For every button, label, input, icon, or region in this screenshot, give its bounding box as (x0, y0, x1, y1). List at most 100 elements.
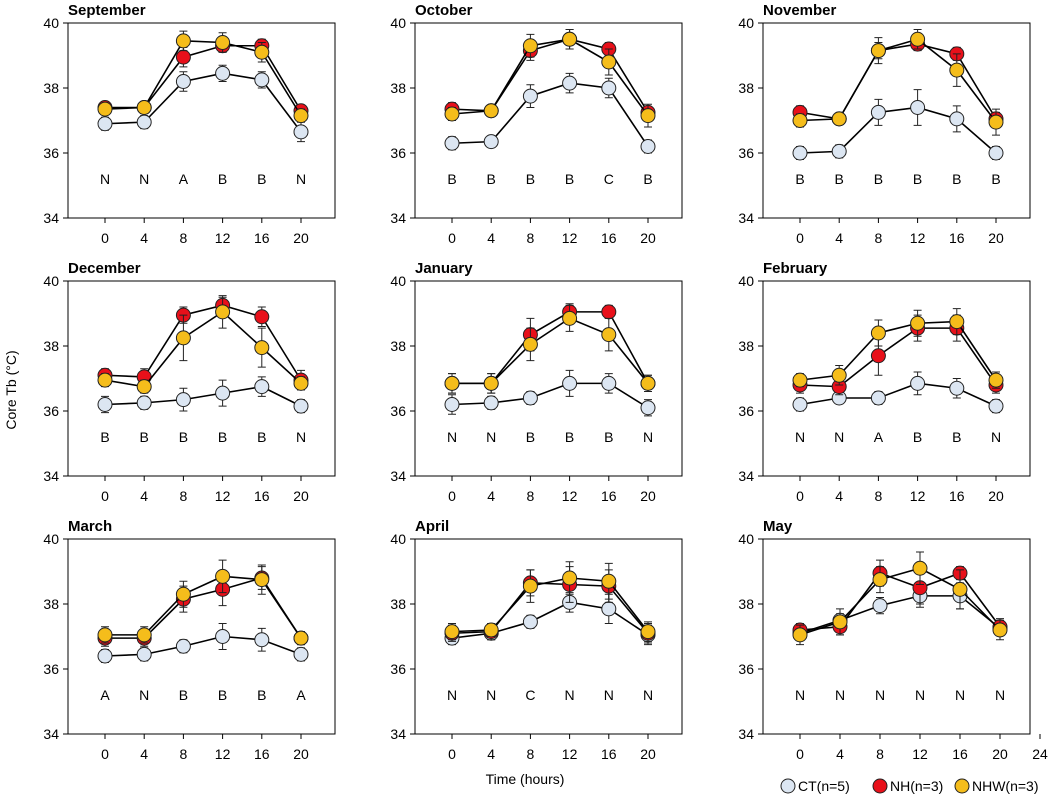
significance-letter: B (257, 687, 266, 703)
significance-letter: B (526, 429, 535, 445)
series-nhw (444, 304, 656, 394)
data-point (215, 65, 231, 81)
series-ct (444, 72, 656, 154)
significance-letter: N (795, 429, 805, 445)
significance-letter: B (179, 429, 188, 445)
x-tick-label: 8 (527, 746, 535, 762)
x-tick-label: 20 (992, 746, 1008, 762)
series-nhw (444, 29, 656, 128)
x-tick-label: 8 (527, 230, 535, 246)
data-point (872, 572, 888, 588)
x-tick-label: 12 (910, 488, 926, 504)
data-point (910, 31, 926, 47)
data-point (175, 392, 191, 408)
data-point (601, 375, 617, 391)
data-point (988, 398, 1004, 414)
significance-letter: B (218, 171, 227, 187)
significance-letter: B (913, 429, 922, 445)
data-point (215, 35, 231, 50)
data-point (792, 627, 808, 643)
significance-letter: B (218, 429, 227, 445)
x-tick-label: 12 (562, 230, 578, 246)
significance-letter: N (875, 687, 885, 703)
y-tick-label: 38 (43, 80, 59, 96)
significance-letter: B (140, 429, 149, 445)
significance-letter: B (487, 171, 496, 187)
data-point (254, 309, 270, 325)
significance-letter: B (257, 429, 266, 445)
data-point (640, 375, 656, 391)
data-point (293, 646, 309, 662)
data-point (97, 101, 113, 117)
plot-frame (762, 22, 1031, 219)
y-tick-label: 40 (390, 15, 406, 31)
series-ct (792, 582, 1008, 641)
y-tick-label: 38 (738, 596, 754, 612)
x-tick-label: 8 (527, 488, 535, 504)
data-point (293, 124, 309, 140)
data-point (175, 74, 191, 89)
legend-marker-ct (780, 778, 796, 794)
data-point (97, 372, 113, 388)
significance-letter: N (139, 171, 149, 187)
data-point (444, 397, 460, 412)
x-tick-label: 12 (912, 746, 928, 762)
series-line (104, 72, 302, 133)
data-point (215, 568, 231, 584)
panel-title: February (763, 260, 828, 277)
data-point (522, 336, 538, 352)
y-tick-label: 38 (738, 80, 754, 96)
data-point (97, 116, 113, 132)
x-tick-label: 0 (448, 230, 456, 246)
data-point (215, 385, 231, 401)
data-point (444, 375, 460, 391)
data-point (601, 327, 617, 343)
data-point (136, 627, 152, 643)
data-point (444, 135, 460, 151)
data-point (175, 330, 191, 346)
data-point (640, 139, 656, 154)
panel-december: December 34 36 38 40 0 4 8 12 16 20 B B B B B N (43, 260, 336, 504)
data-point (254, 572, 270, 588)
panel-march: March 34 36 38 40 0 4 8 12 16 20 A N B B B A (43, 518, 336, 762)
significance-letter: A (100, 687, 110, 703)
data-point (562, 31, 578, 47)
significance-letter: B (795, 171, 804, 187)
significance-letter: N (795, 687, 805, 703)
panel-title: April (415, 518, 449, 535)
y-tick-label: 34 (738, 210, 754, 226)
data-point (992, 622, 1008, 638)
x-tick-label: 24 (1032, 746, 1048, 762)
data-point (97, 397, 113, 412)
series-nh (444, 566, 656, 644)
significance-letter: N (995, 687, 1005, 703)
significance-letter: B (565, 171, 574, 187)
significance-letter: N (447, 429, 457, 445)
data-point (444, 624, 460, 640)
panel-title: October (415, 2, 473, 19)
series-nhw (97, 30, 309, 124)
data-point (293, 398, 309, 414)
x-tick-label: 12 (562, 488, 578, 504)
x-tick-label: 20 (988, 488, 1004, 504)
panel-title: November (763, 2, 837, 19)
series-ct (792, 371, 1004, 414)
x-tick-label: 16 (254, 230, 270, 246)
data-point (483, 134, 499, 150)
x-tick-label: 12 (910, 230, 926, 246)
y-tick-label: 36 (43, 145, 59, 161)
x-tick-label: 16 (601, 230, 617, 246)
x-tick-label: 20 (640, 230, 656, 246)
data-point (949, 62, 965, 78)
data-point (870, 325, 886, 341)
y-tick-label: 36 (738, 145, 754, 161)
panel-november: November 34 36 38 40 0 4 8 12 16 20 B B B B B B (738, 2, 1031, 246)
series-ct (792, 89, 1004, 161)
data-point (136, 395, 152, 411)
data-point (562, 570, 578, 586)
x-tick-label: 4 (140, 230, 148, 246)
legend-label-nh: NH(n=3) (890, 778, 943, 794)
x-tick-label: 0 (796, 488, 804, 504)
data-point (949, 111, 965, 127)
y-tick-label: 36 (390, 661, 406, 677)
